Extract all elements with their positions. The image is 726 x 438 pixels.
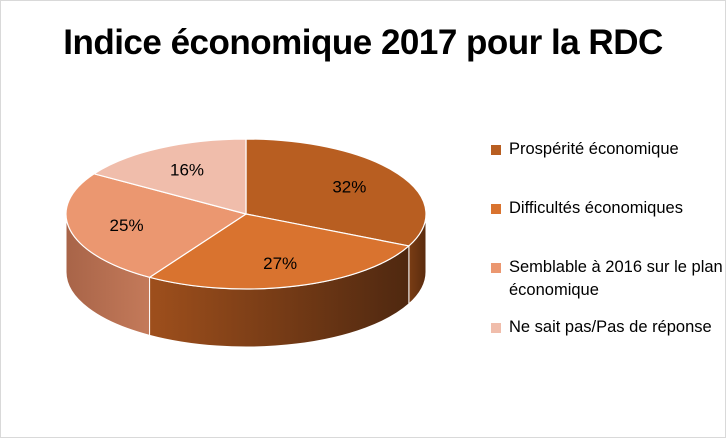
data-label: 25% xyxy=(110,216,144,235)
legend-label: Prospérité économique xyxy=(509,140,679,158)
legend-swatch xyxy=(491,204,501,214)
data-label: 16% xyxy=(170,160,204,179)
legend-swatch xyxy=(491,263,501,273)
legend-item: Semblable à 2016 sur le plan économique xyxy=(491,256,724,302)
legend-item: Ne sait pas/Pas de réponse xyxy=(491,316,724,339)
legend-label: Difficultés économiques xyxy=(509,199,683,217)
pie-slice-0 xyxy=(245,138,427,247)
data-label: 27% xyxy=(263,254,297,273)
pie-slice-1 xyxy=(148,213,411,290)
legend-item: Prospérité économique xyxy=(491,138,724,161)
legend-label: Ne sait pas/Pas de réponse xyxy=(509,318,712,336)
pie-slice-3 xyxy=(92,138,247,215)
legend-swatch xyxy=(491,145,501,155)
chart-title: Indice économique 2017 pour la RDC xyxy=(63,23,663,62)
pie-slice-2 xyxy=(65,173,248,278)
data-label: 32% xyxy=(332,178,366,197)
legend-item: Difficultés économiques xyxy=(491,197,724,220)
legend-swatch xyxy=(491,323,501,333)
legend-label: Semblable à 2016 sur le plan économique xyxy=(509,258,723,299)
